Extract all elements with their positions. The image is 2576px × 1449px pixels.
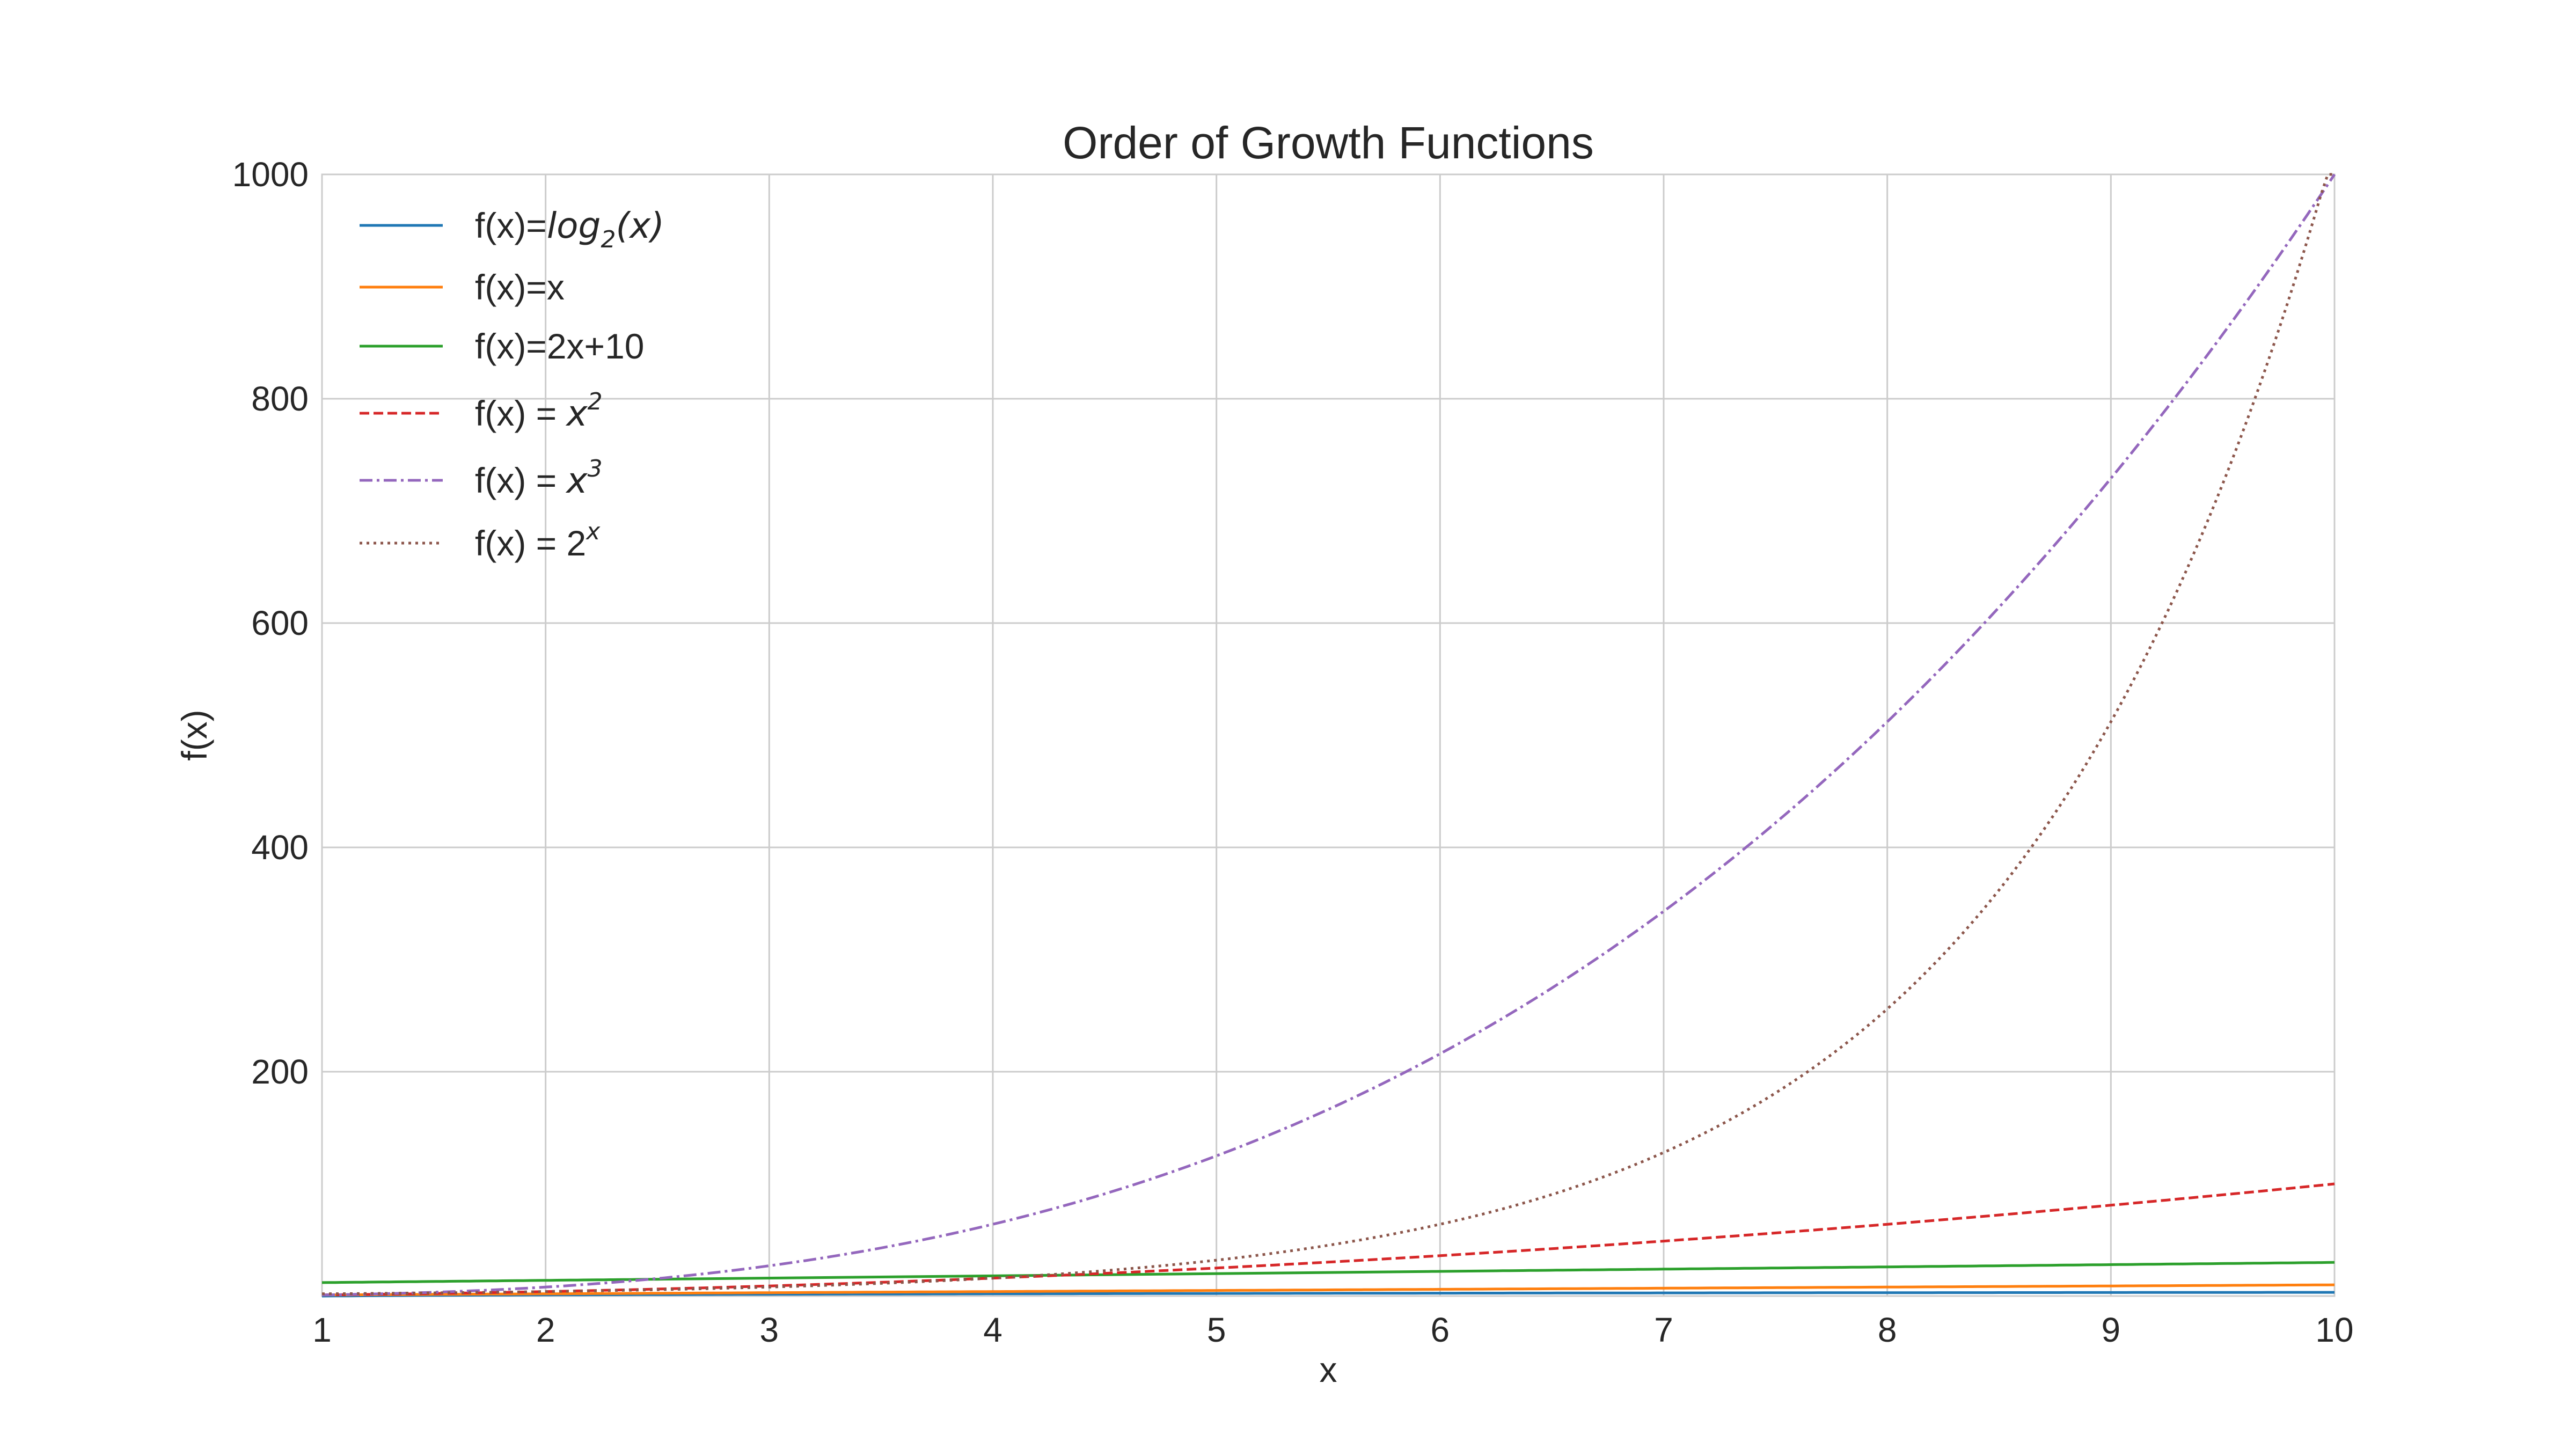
chart-title: Order of Growth Functions xyxy=(1063,118,1594,168)
x-tick-label: 8 xyxy=(1878,1311,1897,1349)
x-axis-label: x xyxy=(1320,1350,1337,1389)
legend-label-linear: f(x)=x xyxy=(475,267,565,307)
y-tick-labels: 200 400 600 800 1000 xyxy=(232,155,309,1091)
legend-label-affine: f(x)=2x+10 xyxy=(475,326,645,366)
series-line-linear xyxy=(321,1283,2335,1297)
x-tick-label: 7 xyxy=(1654,1311,1673,1349)
x-tick-label: 3 xyxy=(760,1311,779,1349)
legend-label-exponential: f(x) = 2x xyxy=(475,518,601,563)
y-tick-label: 400 xyxy=(251,828,309,867)
x-tick-label: 10 xyxy=(2315,1311,2353,1349)
legend-label-quadratic: f(x) = x2 xyxy=(475,388,603,434)
y-tick-label: 200 xyxy=(251,1052,309,1091)
plot-frame xyxy=(321,173,2336,1297)
y-axis-label: f(x) xyxy=(174,709,214,760)
x-tick-label: 6 xyxy=(1431,1311,1450,1349)
series-line-affine xyxy=(321,1261,2335,1284)
legend: f(x)=log2(x) f(x)=x f(x)=2x+10 f(x) = x2… xyxy=(360,205,664,563)
y-tick-label: 1000 xyxy=(232,155,309,194)
x-tick-label: 5 xyxy=(1207,1311,1226,1349)
series-layer xyxy=(321,173,2336,1298)
x-tick-label: 4 xyxy=(983,1311,1002,1349)
y-tick-label: 800 xyxy=(251,379,309,418)
legend-label-cubic: f(x) = x3 xyxy=(475,455,603,501)
series-line-exponential xyxy=(321,173,2334,1296)
x-tick-labels: 1 2 3 4 5 6 7 8 9 10 xyxy=(312,1311,2353,1349)
x-tick-label: 1 xyxy=(312,1311,332,1349)
grid xyxy=(321,173,2336,1296)
x-tick-label: 2 xyxy=(536,1311,555,1349)
legend-label-log2: f(x)=log2(x) xyxy=(475,205,664,253)
y-tick-label: 600 xyxy=(251,604,309,642)
x-tick-label: 9 xyxy=(2102,1311,2121,1349)
